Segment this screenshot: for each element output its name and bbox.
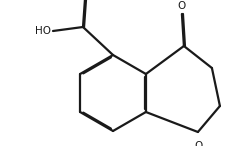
Text: O: O [195, 141, 203, 146]
Text: HO: HO [35, 26, 51, 36]
Text: O: O [178, 1, 186, 11]
